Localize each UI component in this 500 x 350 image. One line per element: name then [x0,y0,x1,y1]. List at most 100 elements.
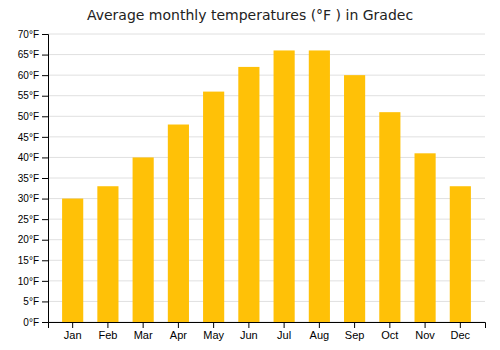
x-axis-line [49,323,486,329]
x-tick-label: May [203,329,224,341]
y-tick: 60°F [18,70,48,81]
x-tick-mark [425,322,426,328]
y-tick-mark [42,137,48,138]
bar [203,92,224,322]
y-tick-mark [42,178,48,179]
x-tick: Jun [240,322,258,341]
bar [238,67,259,322]
y-tick: 30°F [18,193,48,204]
title: Average monthly temperatures (°F ) in Gr… [87,7,413,23]
x-tick-label: Jan [64,329,82,341]
y-tick-mark [42,240,48,241]
x-tick-label: Dec [451,329,471,341]
y-tick: 5°F [23,296,48,307]
chart: Average monthly temperatures (°F ) in Gr… [0,0,500,350]
y-tick-label: 5°F [23,296,39,307]
y-tick-mark [42,157,48,158]
y-tick: 25°F [18,214,48,225]
bar [415,153,436,322]
bar [62,199,83,322]
y-tick-label: 10°F [18,276,39,287]
y-tick: 0°F [23,317,48,328]
x-tick-mark [107,322,108,328]
x-tick-label: Jul [277,329,291,341]
x-tick-mark [178,322,179,328]
x-tick: Aug [310,322,330,341]
y-tick-mark [42,322,48,323]
grid-line [48,136,485,137]
x-tick-mark [72,322,73,328]
y-tick: 50°F [18,111,48,122]
y-tick: 70°F [18,29,48,40]
y-tick-label: 50°F [18,111,39,122]
y-tick-mark [42,96,48,97]
y-tick-label: 40°F [18,152,39,163]
y-tick-mark [42,55,48,56]
y-tick: 20°F [18,234,48,245]
y-tick-label: 25°F [18,214,39,225]
y-tick-label: 0°F [23,317,39,328]
bar [97,186,118,322]
y-tick-label: 60°F [18,70,39,81]
bar [274,50,295,322]
y-tick-mark [42,260,48,261]
x-tick: Apr [170,322,187,341]
grid-line [48,34,485,35]
y-tick-mark [42,75,48,76]
x-tick-label: Jun [240,329,258,341]
y-tick-label: 35°F [18,173,39,184]
y-tick: 35°F [18,173,48,184]
y-tick: 55°F [18,90,48,101]
y-tick-label: 15°F [18,255,39,266]
x-tick-mark [248,322,249,328]
grid-line [48,54,485,55]
y-axis: 0°F 5°F 10°F 15°F 20°F 25°F 30°F 35°F 40°F 45°F 50… [18,29,49,328]
x-tick-label: Mar [134,329,153,341]
grid-line [48,95,485,96]
x-tick-label: Nov [415,329,435,341]
x-tick-mark [460,322,461,328]
y-tick: 10°F [18,276,48,287]
grid-line [48,116,485,117]
y-tick-mark [42,34,48,35]
x-tick-mark [213,322,214,328]
y-tick: 45°F [18,132,48,143]
y-tick-mark [42,116,48,117]
y-tick-mark [42,219,48,220]
x-tick: Dec [451,322,471,341]
bar [450,186,471,322]
x-tick: Oct [381,322,398,341]
y-tick-mark [42,199,48,200]
y-tick-label: 55°F [18,90,39,101]
y-tick: 40°F [18,152,48,163]
bar [344,75,365,322]
y-tick: 65°F [18,49,48,60]
x-axis: JanFebMarAprMayJunJulAugSepOctNovDec [49,322,486,341]
x-tick: May [203,322,224,341]
y-tick: 15°F [18,255,48,266]
x-tick-mark [319,322,320,328]
x-tick: Jan [64,322,82,341]
x-tick-label: Aug [310,329,330,341]
x-tick-label: Sep [345,329,365,341]
y-tick-mark [42,281,48,282]
y-tick-label: 45°F [18,132,39,143]
y-axis-line [42,35,49,323]
x-tick: Nov [415,322,435,341]
x-tick-label: Apr [170,329,187,341]
bar [133,157,154,322]
y-tick-label: 20°F [18,234,39,245]
bar [168,125,189,322]
bar [309,50,330,322]
grid-line [48,75,485,76]
y-tick-label: 65°F [18,49,39,60]
grid [48,34,485,322]
x-tick: Sep [345,322,365,341]
x-tick-mark [143,322,144,328]
plot: JanFebMarAprMayJunJulAugSepOctNovDec0°F5… [18,29,486,341]
x-tick-mark [284,322,285,328]
x-tick-mark [354,322,355,328]
x-tick: Mar [134,322,153,341]
bars [62,50,471,322]
y-tick-mark [42,301,48,302]
